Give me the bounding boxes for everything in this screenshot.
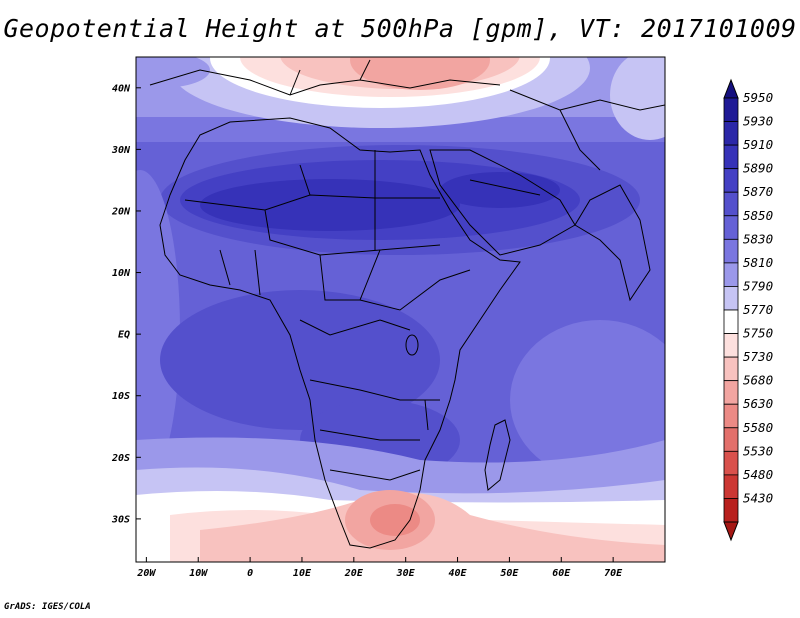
colorbar-swatch (723, 144, 739, 170)
country-borders (149, 59, 665, 549)
colorbar-swatch (723, 356, 739, 382)
lon-label: 20W (136, 568, 156, 579)
lon-label: 20E (344, 568, 364, 579)
lon-label: 60E (552, 568, 571, 579)
colorbar-label: 5430 (743, 490, 773, 505)
colorbar: 5950 5930 5910 5890 5870 5850 5830 5810 5790 5770… (723, 78, 773, 542)
colorbar-label: 5790 (743, 278, 773, 293)
colorbar-label: 5810 (743, 255, 773, 270)
lat-label: 30N (111, 145, 131, 156)
colorbar-label: 5530 (743, 443, 773, 458)
colorbar-swatch (723, 450, 739, 476)
longitude-ticks: 20W 10W 0 10E 20E 30E 40E 50E 60E 70E (136, 557, 623, 579)
colorbar-swatch (723, 380, 739, 405)
map-title: Geopotential Height at 500hPa [gpm], VT:… (3, 14, 797, 43)
lat-label: 10S (112, 391, 130, 402)
colorbar-label: 5950 (743, 90, 773, 105)
lon-label: 30E (396, 568, 416, 579)
lat-label: 40N (112, 83, 131, 94)
colorbar-swatch (723, 427, 739, 452)
colorbar-swatch (723, 498, 739, 523)
lat-label: EQ (118, 330, 130, 341)
lat-label: 20S (111, 453, 130, 464)
colorbar-label: 5930 (743, 114, 773, 129)
colorbar-bottom-arrow (723, 521, 739, 542)
colorbar-swatch (723, 215, 739, 240)
colorbar-swatch (723, 262, 739, 287)
height-field (136, 57, 665, 562)
lon-label: 70E (604, 568, 623, 579)
colorbar-top-arrow (723, 78, 739, 99)
colorbar-swatch (723, 286, 739, 311)
lat-label: 30S (111, 514, 130, 525)
colorbar-label: 5730 (743, 349, 773, 364)
colorbar-swatch (723, 97, 739, 122)
colorbar-label: 5870 (743, 184, 773, 199)
colorbar-swatch (723, 168, 739, 193)
latitude-ticks: 40N 30N 20N 10N EQ 10S 20S 30S (111, 83, 141, 525)
lat-label: 20N (111, 206, 131, 217)
colorbar-label: 5750 (743, 326, 773, 341)
lon-label: 10W (189, 568, 208, 579)
lon-label: 10E (293, 568, 312, 579)
colorbar-label: 5680 (743, 373, 773, 388)
colorbar-label: 5890 (743, 161, 773, 176)
colorbar-swatch (723, 403, 739, 429)
colorbar-label: 5770 (743, 302, 773, 317)
colorbar-label: 5480 (743, 467, 773, 482)
lon-label: 40E (449, 568, 468, 579)
colorbar-label: 5850 (743, 208, 773, 223)
colorbar-label: 5580 (743, 420, 773, 435)
colorbar-swatch (723, 333, 739, 358)
colorbar-label: 5630 (743, 396, 773, 411)
colorbar-swatch (723, 309, 739, 334)
colorbar-swatch (723, 121, 739, 146)
lon-label: 0 (247, 568, 253, 579)
colorbar-swatch (723, 191, 739, 217)
colorbar-label: 5830 (743, 231, 773, 246)
lat-label: 10N (112, 268, 131, 279)
map-frame (135, 56, 666, 563)
colorbar-swatch (723, 474, 739, 499)
colorbar-swatch (723, 238, 739, 264)
lon-label: 50E (500, 568, 519, 579)
colorbar-label: 5910 (743, 137, 773, 152)
grads-credit: GrADS: IGES/COLA (4, 602, 91, 612)
